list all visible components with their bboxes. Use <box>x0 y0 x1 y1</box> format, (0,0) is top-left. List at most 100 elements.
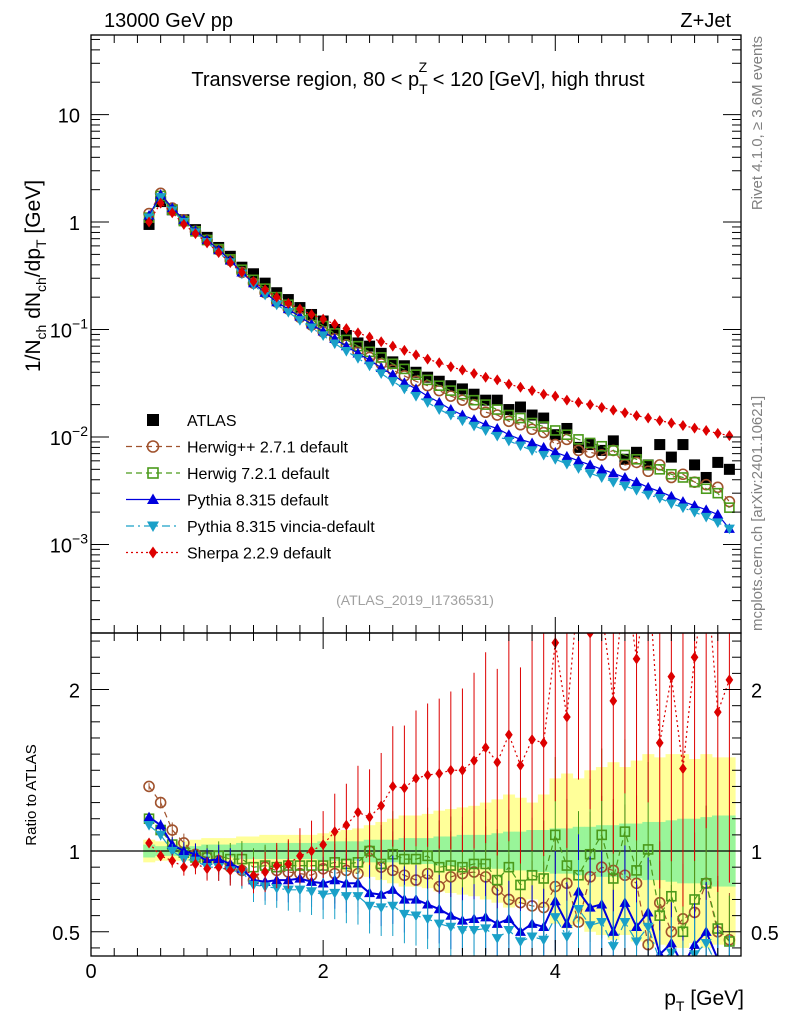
data-point-pythia-8-315-default <box>410 383 422 394</box>
data-point-herwig-7-2-1-default <box>712 487 724 499</box>
ratio-point-sherpa-2-2-9-default <box>690 651 699 663</box>
ratio-point-pythia-8-315-vincia-default <box>526 932 538 943</box>
data-point-atlas <box>259 277 271 289</box>
ratio-point-sherpa-2-2-9-default <box>145 837 153 849</box>
data-point-sherpa-2-2-9-default <box>307 308 316 320</box>
data-point-pythia-8-315-default <box>468 414 480 424</box>
main-y-tick-label: 10−2 <box>50 423 88 450</box>
data-point-atlas <box>712 456 724 468</box>
ratio-point-pythia-8-315-vincia-default <box>619 917 631 928</box>
legend-marker <box>147 467 159 479</box>
data-point-pythia-8-315-vincia-default <box>340 346 352 357</box>
data-point-pythia-8-315-vincia-default <box>631 486 643 496</box>
data-point-pythia-8-315-vincia-default <box>445 410 457 421</box>
data-point-herwig-2-7-1-default <box>514 418 527 431</box>
data-point-sherpa-2-2-9-default <box>354 327 362 339</box>
data-point-sherpa-2-2-9-default <box>725 430 734 442</box>
data-point-pythia-8-315-vincia-default <box>422 398 434 408</box>
data-point-herwig-2-7-1-default <box>456 394 469 406</box>
data-point-sherpa-2-2-9-default <box>632 410 641 422</box>
data-point-pythia-8-315-vincia-default <box>433 405 445 416</box>
ratio-series-sherpa-2-2-9-default <box>145 582 734 907</box>
data-point-pythia-8-315-default <box>689 500 701 510</box>
data-point-herwig-2-7-1-default <box>723 495 736 508</box>
data-point-atlas <box>654 439 666 451</box>
data-point-pythia-8-315-default <box>526 437 538 448</box>
legend-entry-pythia-8-315-vincia-default: Pythia 8.315 vincia-default <box>126 519 375 536</box>
ratio-point-sherpa-2-2-9-default <box>377 800 386 812</box>
data-point-sherpa-2-2-9-default <box>238 266 246 278</box>
ratio-point-pythia-8-315-vincia-default <box>155 830 167 841</box>
ratio-point-sherpa-2-2-9-default <box>481 742 490 754</box>
data-point-sherpa-2-2-9-default <box>667 417 676 429</box>
legend-marker <box>146 440 160 453</box>
data-point-pythia-8-315-vincia-default <box>607 478 619 488</box>
ratio-point-sherpa-2-2-9-default <box>423 769 432 781</box>
ratio-point-herwig-7-2-1-default <box>468 858 480 870</box>
data-point-pythia-8-315-vincia-default <box>282 308 294 318</box>
data-point-sherpa-2-2-9-default <box>713 427 722 439</box>
series-pythia-8-315-vincia-default <box>143 193 735 535</box>
data-point-atlas <box>352 337 364 349</box>
data-point-pythia-8-315-vincia-default <box>561 459 573 470</box>
ratio-point-sherpa-2-2-9-default <box>400 782 409 794</box>
main-panel: 10 1 10−1 10−2 10−3 Transverse region, 80 < … <box>22 34 742 634</box>
ratio-point-pythia-8-315-vincia-default <box>724 963 735 973</box>
ratio-point-pythia-8-315-vincia-default <box>549 913 561 923</box>
ratio-point-sherpa-2-2-9-default <box>203 863 211 875</box>
ratio-point-herwig-7-2-1-default <box>503 861 515 873</box>
data-point-pythia-8-315-default <box>573 455 584 465</box>
ratio-point-sherpa-2-2-9-default <box>516 759 525 771</box>
legend-entry-atlas: ATLAS <box>147 413 237 430</box>
data-point-atlas <box>677 439 689 451</box>
data-point-herwig-7-2-1-default <box>491 404 503 415</box>
legend-entry-herwig-7-2-1-default: Herwig 7.2.1 default <box>126 466 330 483</box>
data-point-pythia-8-315-vincia-default <box>526 446 538 456</box>
data-point-pythia-8-315-vincia-default <box>514 441 526 452</box>
data-point-pythia-8-315-default <box>561 450 573 461</box>
ratio-point-pythia-8-315-vincia-default <box>712 963 723 973</box>
data-point-sherpa-2-2-9-default <box>493 374 502 386</box>
ratio-point-pythia-8-315-vincia-default <box>317 890 329 901</box>
data-point-sherpa-2-2-9-default <box>516 381 525 393</box>
data-point-herwig-2-7-1-default <box>479 406 492 419</box>
ratio-point-pythia-8-315-vincia-default <box>375 903 387 914</box>
data-point-sherpa-2-2-9-default <box>609 404 618 416</box>
data-point-sherpa-2-2-9-default <box>145 216 153 228</box>
ratio-y-tick-label-left: 1 <box>69 842 80 864</box>
data-point-herwig-2-7-1-default <box>642 465 654 478</box>
data-point-pythia-8-315-default <box>619 471 631 482</box>
data-point-pythia-8-315-default <box>549 446 561 457</box>
ratio-point-sherpa-2-2-9-default <box>713 706 722 718</box>
ratio-point-sherpa-2-2-9-default <box>528 734 536 746</box>
ratio-point-pythia-8-315-vincia-default <box>700 938 712 949</box>
energy-label: 13000 GeV pp <box>104 10 233 32</box>
data-point-atlas <box>387 356 399 368</box>
ratio-point-sherpa-2-2-9-default <box>598 603 606 614</box>
ratio-point-pythia-8-315-vincia-default <box>677 966 688 976</box>
ratio-uncertainty-bands <box>143 754 736 948</box>
legend-entry-herwig-2-7-1-default: Herwig++ 2.7.1 default <box>126 440 349 457</box>
ratio-point-sherpa-2-2-9-default <box>307 845 316 857</box>
data-point-pythia-8-315-default <box>433 396 445 407</box>
data-point-herwig-2-7-1-default <box>537 426 550 439</box>
data-point-atlas <box>538 412 550 424</box>
ratio-point-sherpa-2-2-9-default <box>226 864 235 876</box>
ratio-point-pythia-8-315-default <box>677 960 688 970</box>
data-point-pythia-8-315-vincia-default <box>456 416 468 427</box>
data-point-herwig-2-7-1-default <box>445 390 457 402</box>
data-point-herwig-7-2-1-default <box>549 425 561 436</box>
data-point-pythia-8-315-vincia-default <box>387 377 399 387</box>
ratio-point-sherpa-2-2-9-default <box>446 764 455 776</box>
data-point-herwig-2-7-1-default <box>526 423 538 436</box>
legend-marker <box>147 521 159 532</box>
ratio-point-sherpa-2-2-9-default <box>296 850 304 862</box>
ratio-point-pythia-8-315-vincia-default <box>456 926 468 936</box>
data-point-pythia-8-315-vincia-default <box>468 421 480 432</box>
ratio-y-tick-label-right: 0.5 <box>751 923 779 945</box>
ratio-point-sherpa-2-2-9-default <box>632 653 641 665</box>
data-point-sherpa-2-2-9-default <box>435 357 444 369</box>
main-y-tick-label: 10−1 <box>50 316 88 343</box>
ratio-point-sherpa-2-2-9-default <box>575 582 583 593</box>
data-point-herwig-7-2-1-default <box>689 476 700 488</box>
